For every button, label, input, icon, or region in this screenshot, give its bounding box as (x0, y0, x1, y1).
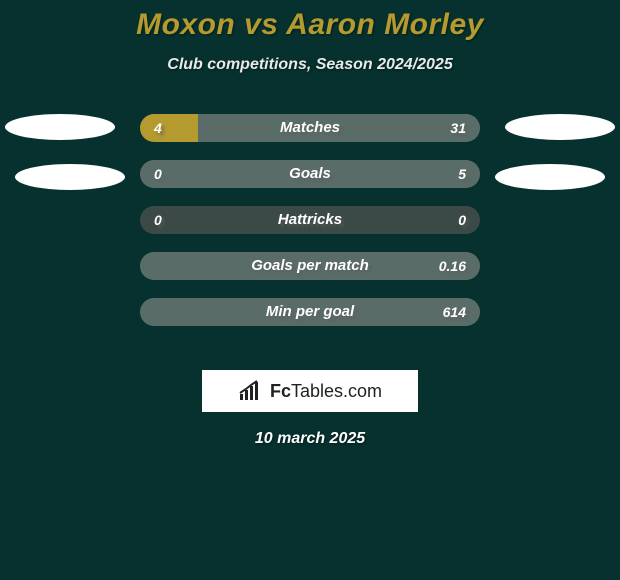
left-player-photo (5, 114, 115, 140)
right-player-photo (495, 164, 605, 190)
page-background: Moxon vs Aaron Morley Club competitions,… (0, 0, 620, 580)
stat-row: 431Matches (140, 114, 480, 142)
page-title: Moxon vs Aaron Morley (0, 0, 620, 42)
value-left: 0 (154, 160, 162, 188)
bar-right (140, 298, 480, 326)
brand-box: FcTables.com (202, 370, 418, 412)
comparison-chart: 431Matches05Goals00Hattricks0.16Goals pe… (0, 114, 620, 354)
bar-right (198, 114, 480, 142)
stat-row: 0.16Goals per match (140, 252, 480, 280)
row-label: Hattricks (140, 206, 480, 234)
bar-right (140, 252, 480, 280)
brand-bold: Fc (270, 381, 291, 401)
bar-left (140, 114, 198, 142)
date-label: 10 march 2025 (0, 430, 620, 448)
value-right: 31 (450, 114, 466, 142)
value-right: 5 (458, 160, 466, 188)
stat-row: 05Goals (140, 160, 480, 188)
stat-rows: 431Matches05Goals00Hattricks0.16Goals pe… (140, 114, 480, 344)
stat-row: 614Min per goal (140, 298, 480, 326)
value-left: 4 (154, 114, 162, 142)
value-left: 0 (154, 206, 162, 234)
value-right: 0 (458, 206, 466, 234)
page-subtitle: Club competitions, Season 2024/2025 (0, 56, 620, 74)
value-right: 0.16 (439, 252, 466, 280)
left-player-photo (15, 164, 125, 190)
bar-right (140, 160, 480, 188)
brand-rest: Tables.com (291, 381, 382, 401)
brand-text: FcTables.com (270, 381, 382, 402)
stat-row: 0 0Hattricks (140, 206, 480, 234)
value-right: 614 (443, 298, 466, 326)
right-player-photo (505, 114, 615, 140)
brand-icon (238, 380, 264, 402)
